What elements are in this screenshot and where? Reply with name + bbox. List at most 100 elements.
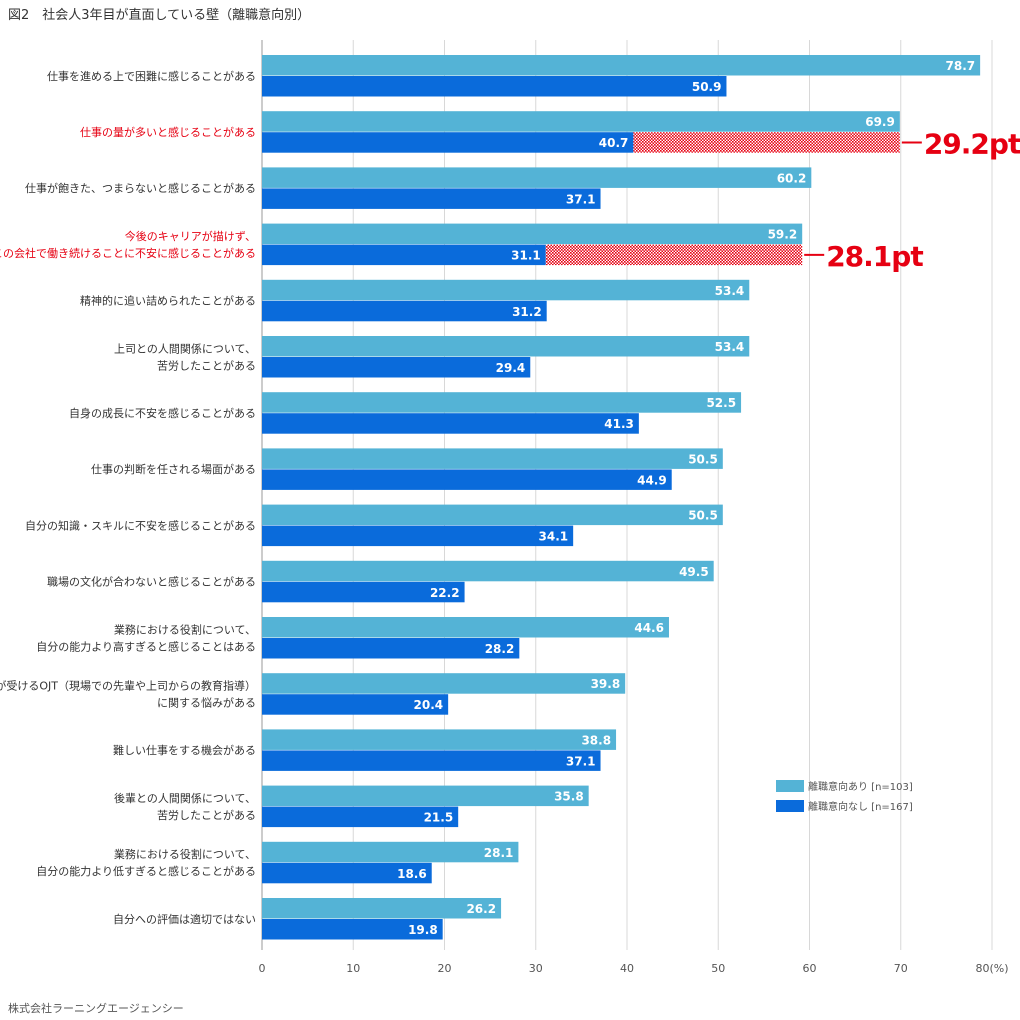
bar-series-2 [262, 300, 547, 322]
category-label: 業務における役割について、 [114, 847, 256, 861]
category-label: 自分の能力より高すぎると感じることはある [36, 639, 256, 653]
bar-series-1 [262, 392, 742, 413]
value-label-series-2: 18.6 [397, 867, 427, 881]
legend: 離職意向あり [n=103] 離職意向なし [n=167] [776, 780, 913, 813]
value-label-series-1: 53.4 [715, 340, 745, 354]
value-label-series-2: 22.2 [430, 586, 460, 600]
bar-series-2 [262, 244, 546, 266]
bar-series-1 [262, 729, 617, 750]
category-label: 精神的に追い詰められたことがある [80, 294, 256, 308]
x-tick-label: 30 [529, 962, 543, 975]
label-layer: 0 10 20 30 40 50 60 70 80(%) 78.7 50.9 仕事を進める上で困難に感… [0, 59, 1020, 975]
gap-highlight-bar [633, 132, 900, 153]
value-label-series-1: 38.8 [581, 733, 611, 747]
bar-series-1 [262, 617, 669, 638]
bar-series-2 [262, 694, 449, 715]
legend-swatch [776, 800, 804, 812]
category-label: 自分の知識・スキルに不安を感じることがある [25, 518, 256, 532]
value-label-series-2: 50.9 [692, 80, 722, 94]
value-label-series-2: 31.1 [511, 249, 541, 263]
bar-series-2 [262, 806, 459, 828]
x-tick-label: 50 [711, 962, 725, 975]
bar-series-2 [262, 638, 520, 659]
bar-series-2 [262, 750, 601, 771]
x-tick-label: 80(%) [975, 962, 1008, 975]
category-label: 苦労したことがある [157, 808, 256, 822]
bar-series-2 [262, 413, 639, 434]
value-label-series-2: 34.1 [539, 530, 569, 544]
x-tick-label: 70 [894, 962, 908, 975]
category-label: 自身の成長に不安を感じることがある [69, 406, 256, 420]
value-label-series-1: 26.2 [466, 902, 496, 916]
bar-series-2 [262, 76, 727, 97]
value-label-series-1: 44.6 [634, 621, 664, 635]
x-tick-label: 60 [803, 962, 817, 975]
category-label: 難しい仕事をする機会がある [113, 743, 256, 757]
bar-series-1 [262, 336, 750, 357]
category-label: 自分が受けるOJT（現場での先輩や上司からの教育指導） [0, 678, 256, 692]
category-label: 後輩との人間関係について、 [114, 791, 256, 805]
bar-series-1 [262, 673, 626, 694]
category-label: この会社で働き続けることに不安に感じることがある [0, 246, 256, 260]
source-credit: 株式会社ラーニングエージェンシー [8, 1002, 184, 1015]
x-tick-label: 20 [438, 962, 452, 975]
value-label-series-2: 40.7 [599, 136, 629, 150]
chart-title: 図2 社会人3年目が直面している壁（離職意向別） [8, 8, 311, 23]
value-label-series-1: 49.5 [679, 565, 709, 579]
category-label: 仕事の判断を任される場面がある [91, 462, 256, 476]
gap-highlight-bar [545, 244, 803, 266]
bar-series-1 [262, 55, 981, 76]
value-label-series-2: 21.5 [424, 811, 454, 825]
value-label-series-1: 59.2 [768, 228, 798, 242]
category-label: 職場の文化が合わないと感じることがある [47, 575, 256, 589]
category-label: 今後のキャリアが描けず、 [125, 229, 256, 243]
value-label-series-2: 20.4 [414, 698, 444, 712]
bar-series-2 [262, 132, 634, 153]
bar-series-1 [262, 504, 723, 526]
x-tick-label: 0 [259, 962, 266, 975]
value-label-series-1: 35.8 [554, 790, 584, 804]
bar-series-2 [262, 357, 531, 378]
legend-label: 離職意向なし [n=167] [808, 800, 913, 813]
category-label: 自分への評価は適切ではない [113, 912, 256, 926]
value-label-series-1: 78.7 [946, 59, 976, 73]
bar-series-1 [262, 111, 900, 132]
value-label-series-1: 60.2 [777, 171, 807, 185]
value-label-series-2: 19.8 [408, 923, 438, 937]
bar-series-2 [262, 469, 672, 490]
value-label-series-1: 50.5 [688, 452, 718, 466]
value-label-series-2: 41.3 [604, 417, 634, 431]
value-label-series-1: 52.5 [706, 396, 736, 410]
category-label: 業務における役割について、 [114, 622, 256, 636]
category-label: 仕事の量が多いと感じることがある [80, 125, 256, 139]
bar-series-1 [262, 841, 519, 863]
category-label: 苦労したことがある [157, 358, 256, 372]
value-label-series-1: 28.1 [484, 846, 514, 860]
gap-difference-label: 28.1pt [826, 240, 923, 273]
value-label-series-2: 29.4 [496, 361, 526, 375]
bar-series-2 [262, 581, 465, 603]
value-label-series-2: 31.2 [512, 305, 542, 319]
value-label-series-2: 37.1 [566, 754, 596, 768]
gap-difference-label: 29.2pt [924, 127, 1020, 160]
value-label-series-1: 39.8 [591, 677, 621, 691]
bar-series-1 [262, 785, 589, 807]
bar-series-2 [262, 919, 443, 940]
bar-series-1 [262, 223, 803, 245]
legend-swatch [776, 780, 804, 792]
value-label-series-2: 28.2 [485, 642, 515, 656]
value-label-series-2: 37.1 [566, 192, 596, 206]
value-label-series-1: 69.9 [865, 115, 895, 129]
bar-series-1 [262, 279, 750, 301]
bar-series-1 [262, 167, 812, 188]
value-label-series-2: 44.9 [637, 473, 667, 487]
x-tick-label: 10 [346, 962, 360, 975]
legend-label: 離職意向あり [n=103] [808, 780, 913, 793]
bar-series-2 [262, 188, 601, 209]
bar-series-2 [262, 525, 574, 547]
bar-layer [262, 55, 981, 940]
x-tick-label: 40 [620, 962, 634, 975]
bar-series-2 [262, 862, 432, 884]
value-label-series-1: 50.5 [688, 509, 718, 523]
